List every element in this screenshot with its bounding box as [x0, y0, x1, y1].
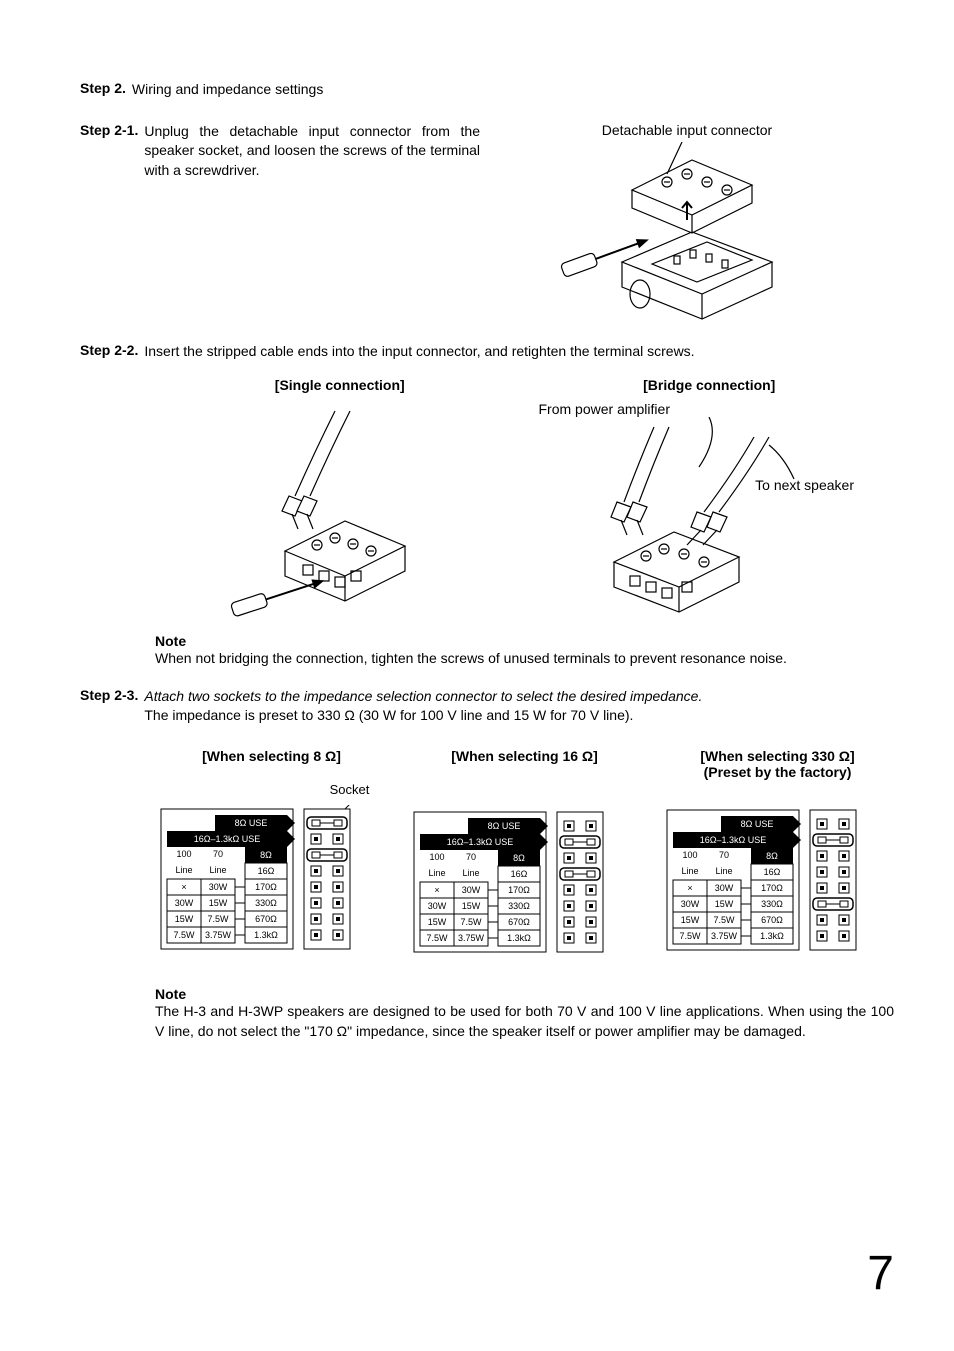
step2: Step 2. Wiring and impedance settings [80, 80, 894, 100]
svg-text:16Ω: 16Ω [257, 866, 274, 876]
svg-text:30W: 30W [174, 898, 193, 908]
svg-text:670Ω: 670Ω [255, 914, 277, 924]
svg-text:7.5W: 7.5W [713, 915, 735, 925]
svg-text:15W: 15W [714, 899, 733, 909]
svg-text:Line: Line [175, 865, 192, 875]
svg-text:100: 100 [682, 850, 697, 860]
imp330-title: [When selecting 330 Ω] [661, 748, 894, 764]
svg-text:7.5W: 7.5W [426, 933, 448, 943]
impedance-col-16ohm: [When selecting 16 Ω] 8Ω USE 16Ω–1.3kΩ US… [408, 748, 641, 958]
svg-text:670Ω: 670Ω [508, 917, 530, 927]
svg-text:30W: 30W [208, 882, 227, 892]
step2-text: Wiring and impedance settings [132, 80, 894, 100]
step2-1-text: Unplug the detachable input connector fr… [144, 122, 480, 181]
step2-3-label: Step 2-3. [80, 687, 138, 703]
bridge-connection-title: [Bridge connection] [525, 377, 895, 393]
fig1-caption: Detachable input connector [480, 122, 894, 138]
svg-text:170Ω: 170Ω [508, 885, 530, 895]
step2-label: Step 2. [80, 80, 126, 96]
note1: Note When not bridging the connection, t… [155, 633, 894, 669]
svg-text:330Ω: 330Ω [761, 899, 783, 909]
page-number: 7 [867, 1246, 894, 1301]
step2-2-label: Step 2-2. [80, 342, 138, 358]
svg-text:8Ω: 8Ω [260, 850, 272, 860]
note2-label: Note [155, 986, 894, 1002]
svg-text:Line: Line [209, 865, 226, 875]
svg-text:8Ω: 8Ω [766, 851, 778, 861]
single-connection-figure [155, 401, 525, 633]
svg-text:3.75W: 3.75W [710, 931, 737, 941]
svg-text:1.3kΩ: 1.3kΩ [507, 933, 531, 943]
svg-text:8Ω USE: 8Ω USE [234, 818, 267, 828]
svg-text:670Ω: 670Ω [761, 915, 783, 925]
svg-text:7.5W: 7.5W [679, 931, 701, 941]
svg-text:70: 70 [212, 849, 222, 859]
svg-text:Line: Line [715, 866, 732, 876]
svg-text:70: 70 [718, 850, 728, 860]
svg-text:30W: 30W [461, 885, 480, 895]
socket-label: Socket [233, 782, 466, 797]
svg-text:15W: 15W [208, 898, 227, 908]
step2-3-line1: Attach two sockets to the impedance sele… [144, 688, 702, 704]
svg-text:30W: 30W [714, 883, 733, 893]
svg-text:Line: Line [681, 866, 698, 876]
svg-text:8Ω USE: 8Ω USE [740, 819, 773, 829]
svg-text:170Ω: 170Ω [255, 882, 277, 892]
svg-text:15W: 15W [427, 917, 446, 927]
svg-text:×: × [434, 885, 439, 895]
svg-text:16Ω: 16Ω [510, 869, 527, 879]
svg-text:15W: 15W [461, 901, 480, 911]
svg-text:16Ω–1.3kΩ USE: 16Ω–1.3kΩ USE [193, 834, 260, 844]
note2-text: The H-3 and H-3WP speakers are designed … [155, 1002, 894, 1041]
svg-text:1.3kΩ: 1.3kΩ [760, 931, 784, 941]
step2-1: Step 2-1. Unplug the detachable input co… [80, 122, 480, 181]
to-next-label: To next speaker [525, 477, 855, 493]
svg-text:100: 100 [429, 852, 444, 862]
impedance-col-8ohm: [When selecting 8 Ω] Socket 8Ω USE16Ω–1.… [155, 748, 388, 958]
note2: Note The H-3 and H-3WP speakers are desi… [155, 986, 894, 1041]
svg-text:30W: 30W [427, 901, 446, 911]
step2-3: Step 2-3. Attach two sockets to the impe… [80, 687, 894, 726]
svg-text:100: 100 [176, 849, 191, 859]
svg-text:7.5W: 7.5W [207, 914, 229, 924]
svg-text:×: × [687, 883, 692, 893]
svg-text:7.5W: 7.5W [173, 930, 195, 940]
svg-text:15W: 15W [680, 915, 699, 925]
svg-text:16Ω: 16Ω [763, 867, 780, 877]
step2-2-text: Insert the stripped cable ends into the … [144, 342, 894, 362]
svg-text:30W: 30W [680, 899, 699, 909]
svg-text:8Ω: 8Ω [513, 853, 525, 863]
imp330-subtitle: (Preset by the factory) [661, 764, 894, 780]
single-connection-title: [Single connection] [155, 377, 525, 393]
svg-text:16Ω–1.3kΩ USE: 16Ω–1.3kΩ USE [446, 837, 513, 847]
impedance-col-330ohm: [When selecting 330 Ω] (Preset by the fa… [661, 748, 894, 958]
detachable-connector-figure [480, 142, 894, 322]
imp8-title: [When selecting 8 Ω] [155, 748, 388, 764]
svg-text:7.5W: 7.5W [460, 917, 482, 927]
svg-text:330Ω: 330Ω [508, 901, 530, 911]
step2-1-label: Step 2-1. [80, 122, 138, 138]
svg-text:Line: Line [428, 868, 445, 878]
svg-text:3.75W: 3.75W [204, 930, 231, 940]
svg-text:8Ω USE: 8Ω USE [487, 821, 520, 831]
svg-text:170Ω: 170Ω [761, 883, 783, 893]
svg-text:Line: Line [462, 868, 479, 878]
note1-text: When not bridging the connection, tighte… [155, 649, 894, 669]
step2-2: Step 2-2. Insert the stripped cable ends… [80, 342, 894, 362]
svg-text:15W: 15W [174, 914, 193, 924]
bridge-connection-figure: From power amplifier [525, 401, 895, 633]
svg-text:3.75W: 3.75W [457, 933, 484, 943]
svg-text:1.3kΩ: 1.3kΩ [254, 930, 278, 940]
step2-3-line2: The impedance is preset to 330 Ω (30 W f… [144, 707, 633, 723]
note1-label: Note [155, 633, 894, 649]
from-amp-label: From power amplifier [539, 401, 895, 417]
svg-text:16Ω–1.3kΩ USE: 16Ω–1.3kΩ USE [699, 835, 766, 845]
svg-text:×: × [181, 882, 186, 892]
imp16-title: [When selecting 16 Ω] [408, 748, 641, 764]
svg-text:70: 70 [465, 852, 475, 862]
svg-text:330Ω: 330Ω [255, 898, 277, 908]
